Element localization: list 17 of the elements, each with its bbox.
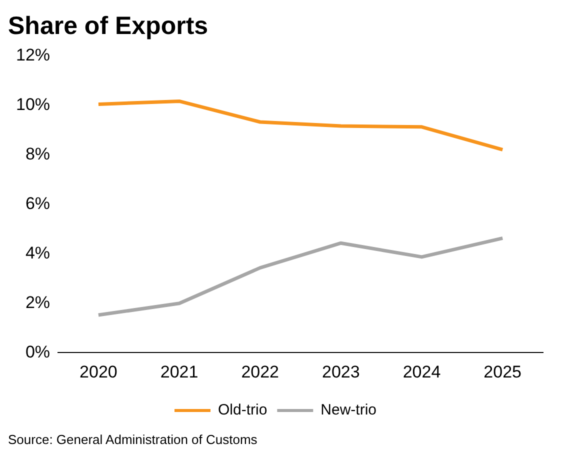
legend-label: Old-trio [218,402,268,419]
x-tick-label: 2022 [241,362,280,382]
x-tick-label: 2023 [322,362,360,382]
y-tick-label: 2% [25,292,50,312]
x-tick-label: 2025 [484,362,522,382]
legend-label: New-trio [320,402,377,419]
chart-title: Share of Exports [8,12,208,40]
y-tick-label: 8% [25,144,50,164]
y-tick-label: 6% [25,194,50,213]
x-tick-label: 2020 [80,362,118,382]
source-note: Source: General Administration of Customs [8,432,258,447]
y-tick-label: 10% [16,95,50,114]
x-tick-label: 2021 [160,362,198,382]
x-tick-label: 2024 [402,362,441,382]
y-tick-label: 12% [16,46,50,65]
y-tick-label: 0% [25,342,50,362]
y-tick-label: 4% [25,243,50,262]
